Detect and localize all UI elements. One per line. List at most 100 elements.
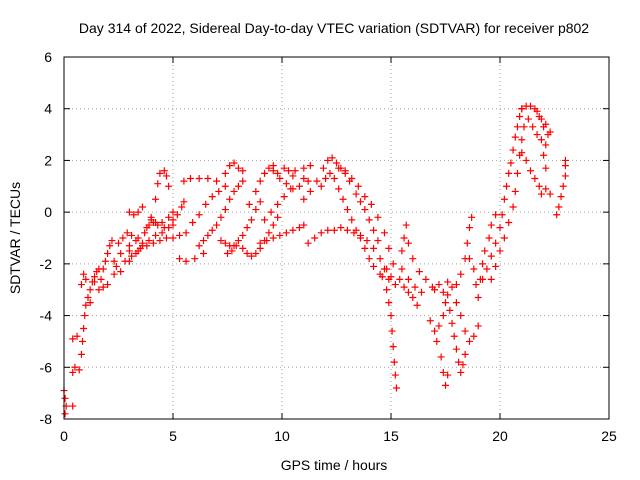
data-point-midday-4	[234, 237, 242, 245]
data-point-cluster-17	[461, 350, 469, 358]
data-point-peak-a	[306, 187, 314, 195]
data-point-band-b	[145, 237, 153, 245]
data-point-midday-6	[280, 164, 288, 172]
data-point-low-band	[370, 244, 378, 252]
data-point-cluster-15	[383, 265, 391, 273]
data-point-midday-2	[208, 193, 216, 201]
data-point-rise-1	[91, 278, 99, 286]
data-point-midday-3	[208, 226, 216, 234]
data-point-rise-1	[86, 299, 94, 307]
data-point-late	[535, 182, 543, 190]
data-point-late	[518, 149, 526, 157]
data-point-peak-c	[348, 175, 356, 183]
data-point-midday-1	[226, 162, 234, 170]
data-point-drop-15	[385, 299, 393, 307]
data-point-low-band	[376, 255, 384, 263]
data-point-early	[73, 332, 81, 340]
data-point-midday-7	[295, 224, 303, 232]
data-point-peak-21	[524, 115, 532, 123]
data-point-late	[559, 182, 567, 190]
data-point-midday-4	[252, 206, 260, 214]
data-point-cluster-17	[450, 332, 458, 340]
data-point-cluster-17	[470, 332, 478, 340]
y-tick-label: 2	[44, 152, 52, 168]
data-point-midday-5	[224, 250, 231, 258]
data-point-low-band	[330, 226, 338, 234]
data-point-rise-2	[108, 237, 116, 245]
data-point-peak-b	[365, 255, 373, 263]
y-tick-label: 4	[44, 101, 52, 117]
data-point-peak-21	[537, 136, 545, 144]
data-point-rise-20	[496, 247, 504, 255]
data-point-cluster-15	[396, 275, 404, 283]
data-point-peak-21	[533, 131, 541, 139]
data-point-peak-c	[367, 200, 375, 208]
data-point-rise-19	[507, 159, 515, 167]
data-markers	[60, 102, 569, 418]
data-point-rise-1	[82, 275, 90, 283]
data-point-midday-6	[285, 167, 293, 175]
data-point-rise-2	[97, 275, 105, 283]
data-point-cluster-15	[411, 283, 419, 291]
data-point-band-e	[160, 224, 168, 232]
data-point-midday-3	[221, 206, 229, 214]
data-point-band-e	[138, 203, 146, 211]
data-point-band-c	[149, 239, 157, 247]
data-point-cluster-15	[418, 288, 426, 296]
data-point-midday-2	[176, 255, 184, 263]
data-point-cluster-17	[457, 368, 465, 376]
data-point-cluster-15	[404, 275, 412, 283]
data-point-midday-7	[263, 237, 271, 245]
data-point-midday-1	[204, 175, 212, 183]
axis-ticks: 0 5 10 15 20 25 -8 -6 -4 -2 0 2 4 6	[40, 49, 617, 444]
data-point-rise-2	[99, 283, 107, 291]
data-point-arc-a	[110, 257, 118, 265]
data-point-band-e	[125, 208, 133, 216]
data-point-cluster-17	[444, 278, 452, 286]
data-point-band-d	[145, 221, 153, 229]
data-point-rise-1	[77, 350, 85, 358]
data-point-midday-2	[200, 250, 208, 258]
data-point-midday-7	[256, 239, 264, 247]
data-point-midday-8	[291, 167, 299, 175]
data-point-midday-6	[274, 169, 282, 177]
data-point-cluster-15	[398, 265, 406, 273]
data-point-cluster-17	[459, 361, 467, 369]
data-point-midday-1	[180, 177, 188, 185]
data-point-band-e	[173, 211, 181, 219]
data-point-band-d	[128, 231, 136, 239]
data-point-peak-a	[365, 216, 373, 224]
data-point-rise-18	[465, 224, 473, 232]
data-point-band-b	[117, 268, 125, 276]
x-tick-label: 5	[169, 428, 177, 444]
data-point-midday-7	[267, 208, 275, 216]
data-point-cluster-15	[413, 301, 421, 309]
data-point-early	[69, 402, 77, 410]
data-point-cluster-17	[435, 322, 443, 330]
data-point-rise-2	[104, 281, 112, 289]
data-point-midday-3	[213, 221, 221, 229]
data-point-cluster-15	[409, 255, 417, 263]
data-point-cluster-17	[426, 317, 434, 325]
x-tick-label: 15	[383, 428, 399, 444]
data-point-rise-19	[500, 195, 508, 203]
data-point-cluster-15	[378, 273, 386, 281]
data-point-cluster-15	[400, 283, 408, 291]
data-point-midday-3	[226, 195, 234, 203]
data-point-rise-20	[513, 169, 521, 177]
data-point-rise-20	[518, 136, 526, 144]
data-point-peak-a	[313, 177, 321, 185]
data-point-rise-18	[452, 281, 460, 289]
data-point-band-e	[169, 208, 177, 216]
data-point-rise-1	[80, 270, 88, 278]
data-point-arc-a	[154, 180, 162, 188]
data-point-midday-5	[269, 221, 277, 229]
data-point-rise-19	[513, 123, 521, 131]
data-point-rise-18	[470, 265, 478, 273]
data-point-drop-15	[388, 327, 396, 335]
data-point-midday-5	[232, 242, 240, 250]
y-axis-label: SDTVAR / TECUs	[7, 182, 23, 294]
data-point-peak-b	[326, 169, 334, 177]
data-point-band-d	[141, 229, 149, 237]
data-point-band-c	[143, 242, 151, 250]
